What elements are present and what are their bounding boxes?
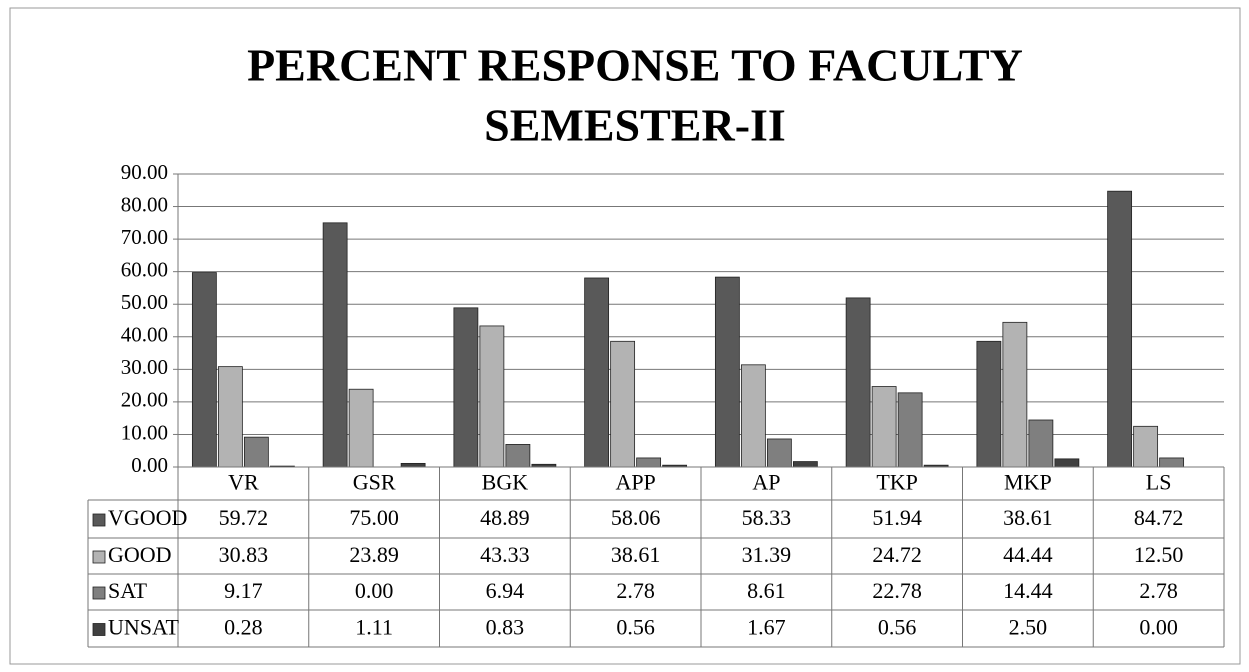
- x-tick-label: GSR: [353, 470, 396, 495]
- table-value: 31.39: [742, 542, 792, 567]
- chart-subtitle: SEMESTER-II: [484, 100, 786, 151]
- legend-label: SAT: [108, 578, 148, 603]
- x-tick-label: VR: [228, 470, 259, 495]
- table-value: 43.33: [480, 542, 530, 567]
- bar: [1133, 425, 1159, 468]
- bar: [1054, 458, 1080, 468]
- bar: [348, 388, 374, 468]
- bar: [400, 462, 426, 468]
- legend-swatch: [92, 586, 106, 600]
- table-value: 24.72: [872, 542, 922, 567]
- bar: [871, 386, 897, 468]
- y-tick-label: 70.00: [121, 225, 168, 249]
- bar: [191, 272, 217, 468]
- table-value: 0.83: [486, 615, 525, 640]
- bar: [792, 461, 818, 468]
- table-value: 38.61: [611, 542, 661, 567]
- table-value: 12.50: [1134, 542, 1184, 567]
- table-value: 14.44: [1003, 578, 1053, 603]
- bar: [1002, 321, 1028, 468]
- y-tick-label: 0.00: [131, 453, 168, 477]
- y-tick-label: 60.00: [121, 257, 168, 281]
- table-value: 9.17: [224, 578, 263, 603]
- bar: [1107, 190, 1133, 468]
- table-value: 0.00: [355, 578, 394, 603]
- table-value: 58.06: [611, 505, 661, 530]
- legend-swatch: [92, 550, 106, 564]
- y-tick-label: 20.00: [121, 388, 168, 412]
- table-value: 1.67: [747, 615, 786, 640]
- bar: [740, 364, 766, 468]
- legend-label: VGOOD: [108, 505, 187, 530]
- y-tick-label: 40.00: [121, 323, 168, 347]
- table-value: 2.78: [1139, 578, 1178, 603]
- x-tick-label: AP: [752, 470, 780, 495]
- table-value: 75.00: [349, 505, 399, 530]
- bar: [610, 340, 636, 468]
- table-value: 58.33: [742, 505, 792, 530]
- bar: [505, 444, 531, 468]
- legend-label: GOOD: [108, 542, 172, 567]
- bar: [453, 307, 479, 468]
- table-value: 59.72: [219, 505, 269, 530]
- table-value: 38.61: [1003, 505, 1053, 530]
- bar: [976, 340, 1002, 468]
- table-value: 2.78: [616, 578, 655, 603]
- table-value: 48.89: [480, 505, 530, 530]
- table-value: 8.61: [747, 578, 786, 603]
- x-tick-label: LS: [1146, 470, 1172, 495]
- legend-swatch: [92, 513, 106, 527]
- table-value: 84.72: [1134, 505, 1184, 530]
- table-value: 0.56: [878, 615, 917, 640]
- table-value: 1.11: [355, 615, 393, 640]
- bar: [322, 222, 348, 468]
- chart-title: PERCENT RESPONSE TO FACULTY: [247, 40, 1023, 91]
- bar: [636, 457, 662, 468]
- y-tick-label: 10.00: [121, 420, 168, 444]
- bar: [845, 297, 871, 468]
- bar: [243, 436, 269, 468]
- y-tick-label: 80.00: [121, 192, 168, 216]
- bar: [584, 277, 610, 468]
- y-tick-label: 50.00: [121, 290, 168, 314]
- table-value: 2.50: [1009, 615, 1048, 640]
- table-value: 30.83: [219, 542, 269, 567]
- x-tick-label: APP: [615, 470, 655, 495]
- bar: [1159, 457, 1185, 468]
- x-tick-label: BGK: [482, 470, 529, 495]
- legend-swatch: [92, 623, 106, 636]
- bar: [714, 276, 740, 468]
- table-value: 0.00: [1139, 615, 1178, 640]
- x-tick-label: MKP: [1004, 470, 1052, 495]
- table-value: 23.89: [349, 542, 399, 567]
- table-value: 51.94: [872, 505, 922, 530]
- bar: [479, 325, 505, 468]
- table-value: 44.44: [1003, 542, 1053, 567]
- bar: [1028, 419, 1054, 468]
- bar: [897, 392, 923, 468]
- y-tick-label: 30.00: [121, 355, 168, 379]
- legend-label: UNSAT: [108, 615, 179, 640]
- y-tick-label: 90.00: [121, 160, 168, 184]
- x-tick-label: TKP: [876, 470, 918, 495]
- bar: [766, 438, 792, 468]
- table-value: 6.94: [486, 578, 525, 603]
- table-value: 0.56: [616, 615, 655, 640]
- bar: [217, 366, 243, 468]
- table-value: 0.28: [224, 615, 263, 640]
- table-value: 22.78: [872, 578, 922, 603]
